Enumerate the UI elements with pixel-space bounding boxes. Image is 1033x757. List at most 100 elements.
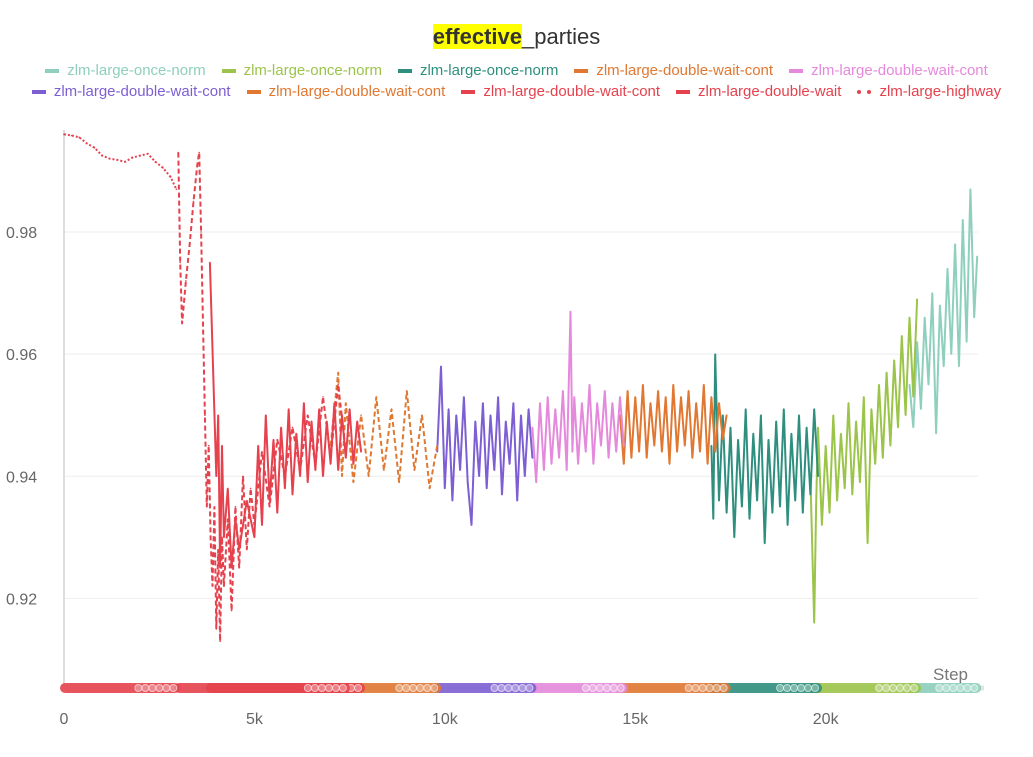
step-marker-circle: [609, 684, 618, 692]
data-point: [390, 408, 393, 410]
x-tick-label: 5k: [246, 711, 264, 728]
legend-swatch: [221, 69, 236, 74]
data-point: [973, 316, 975, 319]
data-point: [790, 432, 793, 435]
data-point: [421, 414, 423, 416]
data-point: [691, 457, 694, 459]
data-point: [912, 396, 915, 398]
data-point: [699, 451, 701, 453]
data-point: [718, 499, 720, 502]
chart-title: effective_parties: [0, 24, 1033, 50]
legend-item[interactable]: zlm-large-double-wait-cont: [789, 60, 988, 81]
data-point: [459, 469, 461, 471]
legend-item[interactable]: zlm-large-once-norm: [221, 60, 382, 81]
data-point: [588, 383, 591, 386]
step-marker-circle: [409, 684, 418, 692]
data-point: [623, 463, 625, 465]
data-point: [893, 359, 896, 362]
data-point: [916, 298, 918, 300]
data-point: [935, 432, 937, 435]
data-point: [306, 414, 309, 416]
step-marker-circle: [511, 684, 520, 692]
data-point: [539, 402, 541, 404]
step-marker-circle: [310, 684, 319, 692]
data-point: [782, 408, 785, 410]
data-point: [322, 475, 324, 478]
legend-item[interactable]: zlm-large-once-norm: [397, 60, 558, 81]
data-point: [337, 371, 340, 374]
step-marker-circle: [949, 684, 958, 692]
data-point: [687, 389, 690, 392]
legend-item[interactable]: zlm-large-double-wait-cont: [574, 60, 773, 81]
data-point: [223, 585, 225, 587]
data-point: [527, 408, 530, 410]
data-point: [383, 469, 385, 471]
data-point: [531, 457, 534, 459]
data-point: [821, 524, 823, 526]
data-point: [752, 432, 755, 435]
data-point: [649, 402, 652, 404]
series-5: [433, 365, 537, 693]
step-marker-circle: [518, 684, 527, 692]
data-point: [276, 512, 279, 514]
series-8: [174, 151, 350, 693]
legend-item[interactable]: zlm-large-once-norm: [45, 60, 206, 81]
step-marker-circle: [155, 684, 164, 692]
data-point: [725, 414, 728, 416]
step-marker-circle: [910, 684, 919, 692]
data-point: [209, 261, 211, 264]
data-point: [447, 408, 450, 410]
data-point: [246, 499, 248, 502]
x-tick-label: 20k: [813, 711, 840, 728]
data-point: [524, 475, 526, 478]
data-point: [786, 524, 789, 526]
data-point: [958, 365, 960, 368]
data-point: [954, 243, 956, 245]
step-marker-circle: [602, 684, 611, 692]
step-marker-circle: [504, 684, 513, 692]
data-point: [683, 444, 686, 447]
data-point: [504, 420, 507, 423]
data-point: [741, 505, 743, 508]
data-point: [653, 444, 656, 447]
legend-item[interactable]: zlm-large-double-wait-cont: [31, 81, 231, 102]
data-point: [843, 487, 846, 490]
step-marker-circle: [354, 684, 363, 692]
data-point: [131, 156, 134, 159]
data-point: [221, 444, 223, 447]
data-point: [763, 542, 766, 545]
legend-item[interactable]: zlm-large-double-wait-cont: [461, 81, 660, 102]
data-point: [619, 396, 621, 398]
data-point: [950, 353, 953, 355]
data-point: [341, 475, 343, 478]
legend-swatch: [574, 69, 589, 74]
data-point: [638, 451, 640, 453]
data-point: [645, 457, 648, 459]
data-point: [215, 475, 218, 478]
data-point: [444, 487, 446, 490]
data-point: [257, 444, 260, 447]
data-point: [813, 622, 816, 624]
step-marker-circle: [719, 684, 728, 692]
data-point: [192, 200, 195, 203]
legend-item[interactable]: zlm-large-double-wait: [676, 81, 841, 102]
data-point: [946, 267, 949, 270]
step-marker-circle: [581, 684, 590, 692]
data-point: [211, 585, 214, 587]
data-point: [455, 414, 458, 416]
data-point: [177, 151, 180, 154]
legend-item[interactable]: zlm-large-double-wait-cont: [246, 81, 445, 102]
legend-swatch: [397, 69, 412, 74]
data-point: [584, 451, 587, 453]
data-point: [767, 438, 770, 441]
legend-item[interactable]: zlm-large-highway: [857, 81, 1001, 102]
data-point: [207, 444, 210, 447]
data-point: [779, 505, 781, 508]
data-point: [230, 609, 233, 612]
data-point: [482, 402, 484, 404]
data-point: [672, 383, 675, 386]
data-point: [611, 402, 614, 404]
data-point: [209, 536, 212, 539]
data-point: [866, 542, 869, 545]
data-point: [310, 420, 313, 423]
